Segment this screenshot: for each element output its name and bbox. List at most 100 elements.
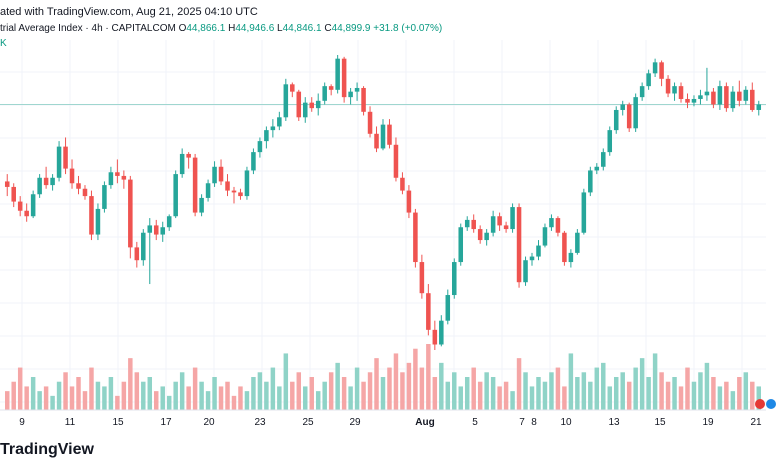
- high-value: 44,946.6: [235, 23, 275, 34]
- candle-body: [89, 196, 94, 235]
- candle-body: [56, 146, 62, 178]
- volume-bar: [277, 386, 282, 410]
- candle-body: [354, 87, 360, 92]
- candle-body: [393, 144, 399, 178]
- volume-bar: [37, 391, 42, 410]
- change-value: +31.8 (+0.07%): [373, 23, 443, 34]
- volume-bar: [173, 381, 178, 410]
- volume-bar: [620, 372, 625, 410]
- volume-bar: [367, 372, 373, 410]
- candle-body: [639, 86, 645, 98]
- candle-body: [251, 152, 256, 171]
- volume-bar: [400, 372, 405, 410]
- volume-bar: [477, 381, 483, 410]
- candle-body: [43, 177, 49, 186]
- candle-body: [212, 166, 217, 184]
- candle-body: [426, 293, 431, 330]
- volume-bar: [672, 377, 677, 410]
- candle-body: [516, 207, 522, 283]
- close-value: 44,899.9: [331, 23, 371, 34]
- volume-bar: [17, 367, 23, 410]
- candle-body: [536, 245, 541, 257]
- volume-bar: [516, 358, 522, 410]
- volume-bar: [646, 377, 651, 410]
- x-tick-label: 15: [654, 417, 666, 428]
- candle-body: [328, 86, 334, 90]
- volume-bar: [134, 372, 140, 410]
- candle-body: [69, 168, 75, 184]
- candle-body: [678, 86, 684, 99]
- candle-body: [581, 192, 587, 233]
- volume-bar: [303, 386, 308, 410]
- volume-bar: [594, 367, 600, 410]
- candle-body: [659, 62, 664, 79]
- volume-bar: [387, 367, 392, 410]
- candle-body: [50, 177, 55, 186]
- candle-body: [290, 84, 295, 92]
- volume-bar: [633, 367, 638, 410]
- candle-body: [141, 232, 146, 261]
- candle-body: [439, 320, 444, 345]
- candle-body: [335, 58, 340, 90]
- event-flag-icon: [755, 399, 765, 409]
- volume-bar: [141, 381, 146, 410]
- volume-bar: [43, 386, 49, 410]
- volume-bar: [76, 377, 81, 410]
- candle-body: [238, 192, 243, 197]
- volume-bar: [685, 367, 690, 410]
- symbol-name: trial Average Index · 4h · CAPITALCOM: [0, 23, 176, 34]
- candle-body: [296, 91, 302, 118]
- volume-bar: [698, 372, 703, 410]
- volume-bar: [335, 362, 340, 410]
- x-tick-label: 15: [112, 417, 124, 428]
- candle-body: [315, 100, 321, 109]
- symbol-legend: trial Average Index · 4h · CAPITALCOM O 4…: [0, 23, 442, 34]
- volume-bar: [730, 391, 736, 410]
- candle-body: [225, 181, 230, 191]
- volume-bar: [50, 395, 55, 410]
- volume-bar: [737, 377, 742, 410]
- candle-body: [11, 186, 16, 202]
- candle-body: [672, 86, 677, 94]
- volume-bar: [484, 372, 489, 410]
- created-with-caption: ated with TradingView.com, Aug 21, 2025 …: [0, 6, 258, 18]
- candle-body: [153, 225, 159, 235]
- candle-body: [264, 130, 269, 142]
- x-tick-label: 11: [65, 417, 76, 428]
- candle-body: [704, 91, 710, 96]
- volume-bar: [89, 367, 94, 410]
- x-tick-label: 7: [519, 417, 525, 428]
- volume-bar: [166, 395, 172, 410]
- candle-body: [458, 227, 464, 263]
- volume-bar: [348, 386, 353, 410]
- candle-body: [451, 262, 457, 296]
- x-tick-label: 19: [702, 417, 714, 428]
- volume-bar: [575, 377, 580, 410]
- volume-bar: [691, 381, 697, 410]
- candle-body: [30, 194, 36, 217]
- close-label: C: [324, 23, 332, 34]
- volume-bar: [244, 391, 250, 410]
- volume-bar: [205, 391, 211, 410]
- candle-body: [37, 177, 42, 195]
- candle-body: [361, 87, 366, 112]
- volume-bar: [601, 362, 606, 410]
- volume-bar: [121, 381, 127, 410]
- candle-body: [464, 219, 470, 228]
- candle-body: [432, 329, 438, 345]
- x-tick-label: 20: [203, 417, 215, 428]
- volume-bar: [523, 372, 528, 410]
- cut-legend-letter: K: [0, 38, 7, 49]
- candle-body: [134, 247, 140, 261]
- volume-bar: [128, 358, 133, 410]
- candle-body: [380, 124, 386, 149]
- open-label: O: [178, 23, 187, 34]
- volume-bar: [562, 386, 567, 410]
- tradingview-logo: TradingView: [0, 441, 94, 458]
- volume-bar: [24, 386, 29, 410]
- volume-bar: [581, 372, 587, 410]
- candle-body: [270, 126, 276, 131]
- candle-body: [691, 98, 697, 103]
- volume-bar: [464, 377, 470, 410]
